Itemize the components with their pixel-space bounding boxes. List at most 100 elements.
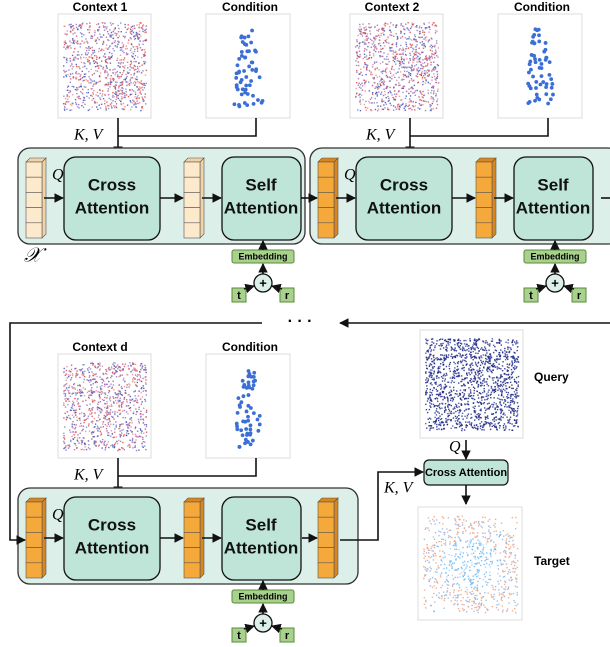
point bbox=[470, 389, 471, 390]
point bbox=[91, 434, 92, 435]
point bbox=[256, 418, 260, 422]
point bbox=[449, 368, 450, 369]
point bbox=[473, 359, 474, 360]
token-stack bbox=[184, 498, 204, 578]
point bbox=[403, 108, 404, 109]
point bbox=[471, 562, 472, 563]
point bbox=[501, 405, 502, 406]
point bbox=[431, 108, 432, 109]
point bbox=[494, 346, 495, 347]
point bbox=[423, 553, 424, 554]
point bbox=[123, 52, 124, 53]
point bbox=[475, 353, 476, 354]
point bbox=[453, 371, 454, 372]
point bbox=[84, 415, 85, 416]
point bbox=[75, 427, 76, 428]
point bbox=[438, 366, 439, 367]
point bbox=[515, 410, 516, 411]
point bbox=[110, 80, 111, 81]
point bbox=[110, 413, 111, 414]
point bbox=[504, 584, 505, 585]
point bbox=[458, 536, 459, 537]
point bbox=[87, 392, 88, 393]
point bbox=[141, 431, 142, 432]
point bbox=[134, 49, 135, 50]
point bbox=[91, 389, 92, 390]
point bbox=[375, 75, 376, 76]
point bbox=[410, 28, 411, 29]
point bbox=[111, 56, 112, 57]
point bbox=[544, 56, 548, 60]
point bbox=[470, 523, 471, 524]
point bbox=[451, 405, 452, 406]
point bbox=[124, 24, 125, 25]
point bbox=[95, 367, 96, 368]
point bbox=[130, 64, 131, 65]
point bbox=[426, 427, 427, 428]
point bbox=[89, 25, 90, 26]
point bbox=[537, 98, 541, 102]
point bbox=[424, 62, 425, 63]
point bbox=[129, 399, 130, 400]
point bbox=[108, 412, 109, 413]
point bbox=[76, 370, 77, 371]
point bbox=[65, 380, 66, 381]
point bbox=[546, 102, 550, 106]
point bbox=[458, 556, 459, 557]
point bbox=[115, 392, 116, 393]
point bbox=[140, 92, 141, 93]
point bbox=[403, 74, 404, 75]
point bbox=[485, 581, 486, 582]
point bbox=[480, 543, 481, 544]
point bbox=[389, 87, 390, 88]
point bbox=[92, 399, 93, 400]
point bbox=[130, 426, 131, 427]
point bbox=[366, 64, 367, 65]
point bbox=[70, 82, 71, 83]
point bbox=[383, 101, 384, 102]
point bbox=[109, 34, 110, 35]
point bbox=[483, 396, 484, 397]
point bbox=[443, 428, 444, 429]
point bbox=[463, 396, 464, 397]
point bbox=[395, 84, 396, 85]
point bbox=[70, 91, 71, 92]
point bbox=[96, 386, 97, 387]
point bbox=[430, 98, 431, 99]
point bbox=[432, 545, 433, 546]
point bbox=[407, 66, 408, 67]
point bbox=[392, 50, 393, 51]
point bbox=[76, 416, 77, 417]
point bbox=[429, 409, 430, 410]
point bbox=[458, 590, 459, 591]
point bbox=[402, 61, 403, 62]
point bbox=[103, 42, 104, 43]
point bbox=[370, 39, 371, 40]
point bbox=[139, 86, 140, 87]
point bbox=[502, 594, 503, 595]
point bbox=[475, 595, 476, 596]
context-title: Context 1 bbox=[73, 0, 128, 14]
point bbox=[113, 418, 114, 419]
point bbox=[394, 90, 395, 91]
point bbox=[393, 74, 394, 75]
point bbox=[495, 391, 496, 392]
point bbox=[357, 45, 358, 46]
point bbox=[432, 103, 433, 104]
point bbox=[397, 37, 398, 38]
point bbox=[504, 368, 505, 369]
point bbox=[430, 351, 431, 352]
point bbox=[486, 572, 487, 573]
point bbox=[438, 82, 439, 83]
point bbox=[500, 374, 501, 375]
point bbox=[96, 43, 97, 44]
point bbox=[377, 67, 378, 68]
point bbox=[397, 39, 398, 40]
point bbox=[249, 375, 253, 379]
point bbox=[136, 370, 137, 371]
point bbox=[427, 57, 428, 58]
point bbox=[84, 388, 85, 389]
point bbox=[445, 349, 446, 350]
point bbox=[500, 389, 501, 390]
point bbox=[490, 370, 491, 371]
